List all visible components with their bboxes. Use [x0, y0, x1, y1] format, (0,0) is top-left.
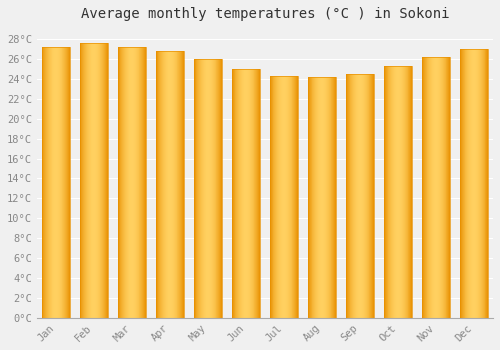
Bar	[194, 59, 222, 318]
Bar	[422, 57, 450, 318]
Bar	[460, 49, 488, 318]
Title: Average monthly temperatures (°C ) in Sokoni: Average monthly temperatures (°C ) in So…	[80, 7, 449, 21]
Bar	[80, 43, 108, 318]
Bar	[384, 66, 412, 318]
Bar	[42, 47, 70, 318]
Bar	[232, 69, 260, 318]
Bar	[118, 47, 146, 318]
Bar	[346, 74, 374, 318]
Bar	[156, 51, 184, 318]
Bar	[270, 76, 298, 318]
Bar	[308, 77, 336, 318]
